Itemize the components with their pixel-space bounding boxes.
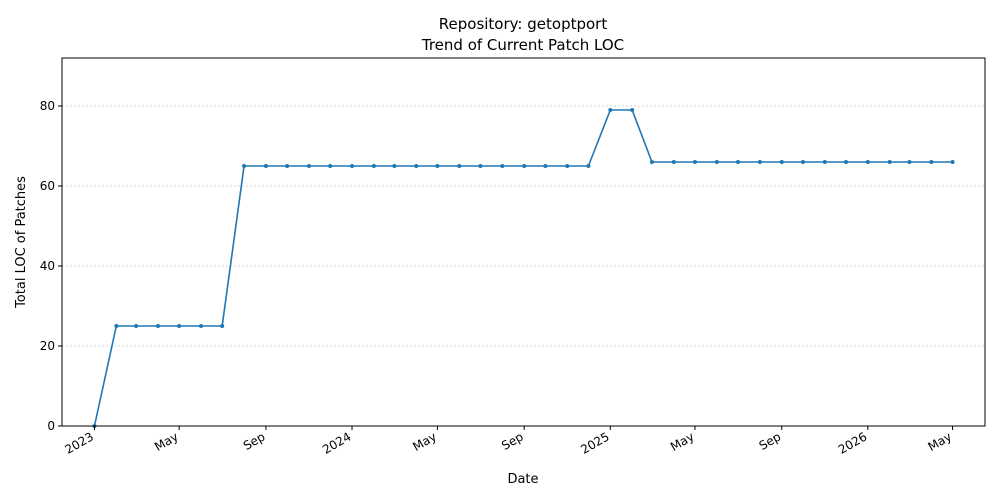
data-point [134,324,139,328]
data-point [242,164,247,168]
x-tick-label: 2024 [320,429,353,456]
data-point [586,164,591,168]
data-point [285,164,290,168]
data-point [822,160,827,164]
data-point [800,160,805,164]
data-point [500,164,505,168]
data-point [371,164,376,168]
y-tick-label: 0 [47,419,55,433]
data-point [692,160,697,164]
data-point [608,108,613,112]
data-point [435,164,440,168]
data-point [779,160,784,164]
data-point [630,108,635,112]
y-tick-label: 40 [40,259,55,273]
data-point [929,160,934,164]
x-tick-label: May [410,429,438,454]
y-tick-label: 20 [40,339,55,353]
data-point [736,160,741,164]
chart-title: Repository: getoptport [439,15,608,33]
data-point [350,164,355,168]
plot-area [92,108,955,428]
data-point [478,164,483,168]
data-point [306,164,311,168]
data-point [263,164,268,168]
x-axis-label: Date [507,472,538,487]
y-axis: 0 20 40 60 80 [40,99,62,433]
chart-subtitle: Trend of Current Patch LOC [421,36,624,54]
x-tick-label: May [668,429,696,454]
x-tick-label: 2026 [836,429,869,456]
x-tick-label: May [926,429,954,454]
data-point [649,160,654,164]
x-tick-label: 2023 [63,429,96,456]
plot-frame [61,57,986,427]
data-point [565,164,570,168]
data-point [177,324,182,328]
data-point [457,164,462,168]
data-point [907,160,912,164]
x-tick-label: Sep [757,429,784,452]
data-point [543,164,548,168]
data-point [220,324,225,328]
series-line [93,109,953,427]
x-tick-label: 2025 [578,429,611,456]
data-point [199,324,204,328]
data-point [155,324,160,328]
data-point [392,164,397,168]
y-tick-label: 80 [40,99,55,113]
x-tick-label: May [152,429,180,454]
data-point [865,160,870,164]
data-point [414,164,419,168]
data-point [714,160,719,164]
gridlines [62,105,985,347]
data-point [887,160,892,164]
data-point [328,164,333,168]
data-point [757,160,762,164]
x-axis: 2023 May Sep 2024 May Sep 2025 May Sep 2026 May [63,426,954,457]
x-tick-label: Sep [241,429,268,452]
data-point [671,160,676,164]
data-point [522,164,527,168]
x-tick-label: Sep [499,429,526,452]
data-point [114,324,119,328]
data-point [950,160,955,164]
data-point [843,160,848,164]
y-axis-label: Total LOC of Patches [14,176,29,309]
y-tick-label: 60 [40,179,55,193]
